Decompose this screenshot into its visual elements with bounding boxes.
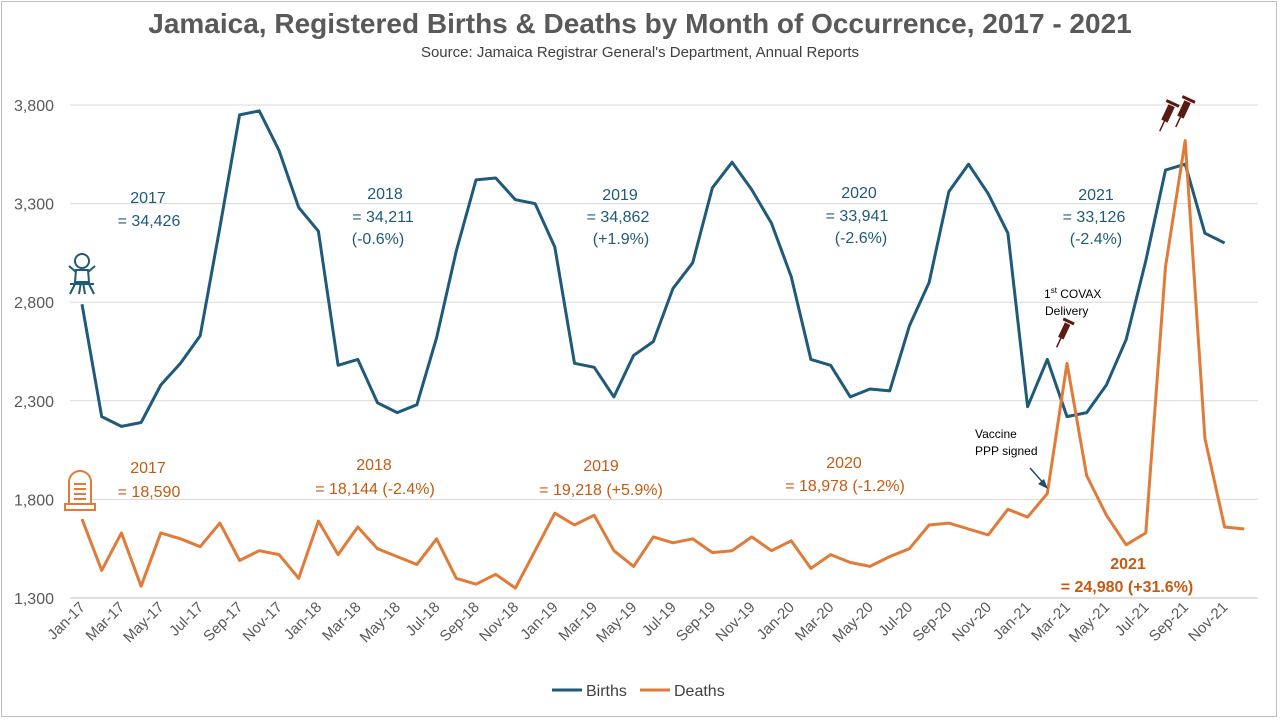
x-tick-label: Mar-20 <box>792 599 838 645</box>
deaths-series-line <box>80 139 1245 590</box>
x-tick-label: Nov-21 <box>1185 599 1231 645</box>
x-tick-label: Sep-20 <box>909 599 955 645</box>
x-tick-label: Jan-18 <box>281 599 325 643</box>
vaccine-label-line2: PPP signed <box>975 444 1038 458</box>
births-2018-total: = 34,211 <box>352 209 414 226</box>
deaths-2018-year: 2018 <box>356 457 392 474</box>
deaths-2019-total: = 19,218 (+5.9%) <box>539 482 663 499</box>
births-2020-year: 2020 <box>841 185 877 202</box>
vaccine-arrow-head <box>1038 479 1048 489</box>
x-tick-label: Mar-21 <box>1028 599 1074 645</box>
y-axis-ticks: 1,300 1,800 2,300 2,800 3,300 3,800 <box>14 98 54 608</box>
x-tick-label: Nov-18 <box>476 599 522 645</box>
x-tick-label: Sep-19 <box>673 599 719 645</box>
y-tick-label: 1,800 <box>14 492 54 509</box>
x-tick-label: Jan-19 <box>517 599 561 643</box>
syringe-icon <box>1175 95 1196 128</box>
births-2017-year: 2017 <box>130 190 166 207</box>
legend: Births Deaths <box>552 683 725 700</box>
chart-subtitle: Source: Jamaica Registrar General's Depa… <box>420 44 860 61</box>
legend-deaths-label: Deaths <box>674 683 725 700</box>
y-tick-label: 3,300 <box>14 197 54 214</box>
syringe-icon <box>1159 99 1180 132</box>
x-tick-label: May-20 <box>829 599 876 646</box>
x-axis-ticks: Jan-17Mar-17May-17Jul-17Sep-17Nov-17Jan-… <box>44 599 1231 646</box>
births-2021-year: 2021 <box>1078 187 1114 204</box>
births-annotations: 2017 = 34,426 2018 = 34,211 (-0.6%) 2019… <box>118 185 1126 248</box>
births-2020-change: (-2.6%) <box>835 230 887 247</box>
x-tick-label: May-21 <box>1066 599 1113 646</box>
births-2018-year: 2018 <box>367 186 403 203</box>
births-2017-total: = 34,426 <box>118 213 181 230</box>
x-tick-label: May-17 <box>120 599 167 646</box>
births-2020-total: = 33,941 <box>826 208 889 225</box>
births-series-line <box>80 109 1226 428</box>
x-tick-label: Jan-21 <box>990 599 1034 643</box>
births-2019-year: 2019 <box>602 187 638 204</box>
vaccine-ppp-annotation: Vaccine PPP signed <box>975 427 1048 489</box>
x-tick-label: Nov-17 <box>240 599 286 645</box>
x-tick-label: May-18 <box>357 599 404 646</box>
births-2019-change: (+1.9%) <box>593 231 649 248</box>
y-tick-label: 1,300 <box>14 591 54 608</box>
baby-icon <box>68 253 96 295</box>
deaths-2020-total: = 18,978 (-1.2%) <box>785 478 905 495</box>
x-tick-label: Mar-17 <box>83 599 129 645</box>
legend-births-label: Births <box>586 683 627 700</box>
x-tick-label: Sep-17 <box>200 599 246 645</box>
deaths-2020-year: 2020 <box>826 455 862 472</box>
x-tick-label: Sep-21 <box>1146 599 1192 645</box>
x-tick-label: Jan-20 <box>754 599 798 643</box>
vaccine-label-line1: Vaccine <box>975 427 1017 441</box>
covax-annotation: 1st COVAX Delivery <box>1044 286 1101 318</box>
syringe-icon <box>1055 317 1075 348</box>
x-tick-label: Sep-18 <box>437 599 483 645</box>
deaths-2019-year: 2019 <box>583 458 619 475</box>
births-2019-total: = 34,862 <box>587 209 650 226</box>
chart-title: Jamaica, Registered Births & Deaths by M… <box>148 8 1132 39</box>
x-tick-label: Nov-19 <box>712 599 758 645</box>
births-2021-change: (-2.4%) <box>1070 231 1122 248</box>
deaths-annotations: 2017 = 18,590 2018 = 18,144 (-2.4%) 2019… <box>118 455 1194 596</box>
x-tick-label: May-19 <box>593 599 640 646</box>
x-tick-label: Mar-18 <box>319 599 365 645</box>
y-tick-label: 2,800 <box>14 295 54 312</box>
births-2018-change: (-0.6%) <box>352 231 404 248</box>
deaths-2021-total: = 24,980 (+31.6%) <box>1061 579 1194 596</box>
deaths-2017-total: = 18,590 <box>118 484 181 501</box>
tombstone-icon <box>64 470 96 511</box>
deaths-2017-year: 2017 <box>130 460 166 477</box>
y-tick-label: 2,300 <box>14 394 54 411</box>
covax-label-line1: 1st COVAX <box>1044 286 1101 301</box>
y-tick-label: 3,800 <box>14 98 54 115</box>
deaths-2021-year: 2021 <box>1110 556 1146 573</box>
x-tick-label: Nov-20 <box>949 599 995 645</box>
deaths-2018-total: = 18,144 (-2.4%) <box>315 481 435 498</box>
covax-label-line2: Delivery <box>1045 304 1088 318</box>
x-tick-label: Mar-19 <box>555 599 601 645</box>
births-2021-total: = 33,126 <box>1063 209 1126 226</box>
